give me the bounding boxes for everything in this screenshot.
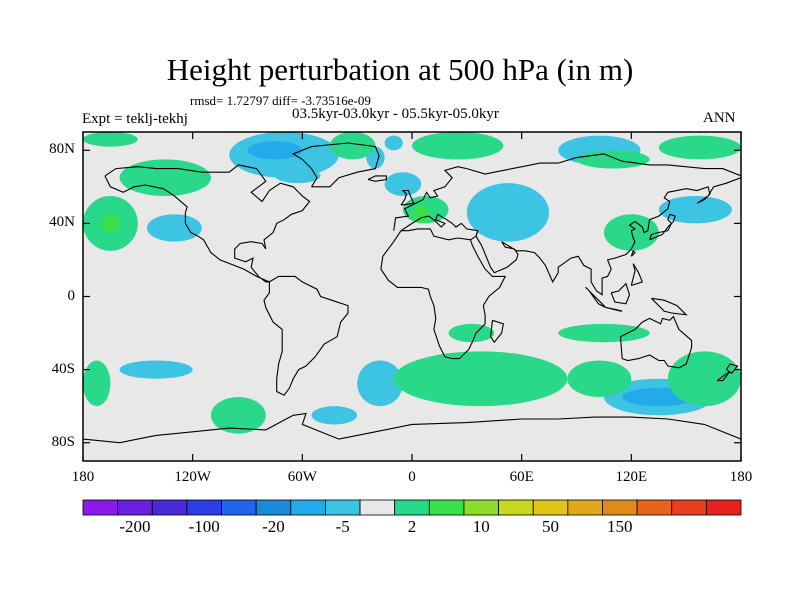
colorbar-swatch xyxy=(186,499,222,516)
colorbar-label: -200 xyxy=(119,517,151,536)
positive-anomaly-region xyxy=(448,323,495,343)
strong-positive-anomaly-region xyxy=(101,214,120,233)
colorbar-label: 50 xyxy=(542,517,560,536)
coastline xyxy=(630,249,636,257)
negative-anomaly-region xyxy=(146,214,202,242)
positive-anomaly-region xyxy=(576,150,650,169)
colorbar xyxy=(82,499,742,516)
coastline xyxy=(605,306,623,312)
x-tick-label: 60E xyxy=(509,469,534,485)
colorbar-label: 10 xyxy=(472,517,490,536)
positive-anomaly-region xyxy=(393,351,568,407)
y-tick-label: 40S xyxy=(51,360,75,377)
colorbar-swatch xyxy=(705,499,742,516)
colorbar-swatch xyxy=(498,499,534,516)
x-tick-label: 180 xyxy=(729,469,753,485)
colorbar-swatch xyxy=(117,499,153,516)
negative-anomaly-region xyxy=(274,168,321,184)
negative-anomaly-region xyxy=(658,195,732,224)
coastline xyxy=(291,142,380,188)
positive-anomaly-region xyxy=(329,132,376,160)
colorbar-swatch xyxy=(221,499,257,516)
x-tick-label: 180 xyxy=(71,469,95,485)
colorbar-swatch xyxy=(290,499,326,516)
y-tick-label: 80S xyxy=(51,433,75,450)
negative-anomaly-region xyxy=(384,135,403,151)
coastline xyxy=(400,189,415,206)
anomaly-regions xyxy=(83,132,741,434)
negative-anomaly-region xyxy=(466,183,550,242)
negative-anomaly-region xyxy=(384,172,422,196)
period-label: 03.5kyr-03.0kyr - 05.5kyr-05.0kyr xyxy=(292,106,499,122)
positive-anomaly-region xyxy=(658,135,741,160)
x-tick-label: 60W xyxy=(287,469,317,485)
colorbar-swatch xyxy=(463,499,499,516)
colorbar-swatch xyxy=(602,499,638,516)
coastline xyxy=(393,153,741,231)
positive-anomaly-region xyxy=(210,397,266,434)
experiment-label: Expt = teklj-tekhj xyxy=(82,111,188,127)
colorbar-swatch xyxy=(567,499,603,516)
coastline xyxy=(630,263,644,287)
positive-anomaly-region xyxy=(119,159,211,196)
colorbar-swatch xyxy=(636,499,673,516)
y-tick-label: 0 xyxy=(67,287,76,304)
colorbar-swatch xyxy=(359,499,396,516)
colorbar-swatch xyxy=(428,499,465,516)
positive-anomaly-region xyxy=(558,323,650,343)
coastline xyxy=(649,213,676,241)
strong-negative-anomaly-region xyxy=(247,141,303,160)
colorbar-swatch xyxy=(151,499,188,516)
y-tick-label: 80N xyxy=(49,141,75,158)
negative-anomaly-region xyxy=(357,360,403,407)
coastline xyxy=(83,412,741,444)
colorbar-swatch xyxy=(255,499,292,516)
positive-anomaly-region xyxy=(83,132,138,147)
coastline xyxy=(610,282,631,305)
colorbar-label: -100 xyxy=(188,517,220,536)
positive-anomaly-region xyxy=(83,360,111,407)
strong-positive-anomaly-region xyxy=(412,205,431,224)
colorbar-label: -20 xyxy=(262,517,285,536)
axis-ticks xyxy=(82,132,742,461)
coastlines xyxy=(83,142,741,444)
season-label: ANN xyxy=(703,110,736,126)
coastline xyxy=(380,230,507,360)
coastline xyxy=(651,297,688,316)
colorbar-label: 150 xyxy=(607,517,633,536)
coastline xyxy=(104,164,311,283)
colorbar-label: 2 xyxy=(407,517,417,536)
negative-anomaly-region xyxy=(119,360,193,379)
colorbar-swatch xyxy=(671,499,707,516)
x-tick-label: 120W xyxy=(174,469,211,485)
x-tick-label: 0 xyxy=(408,469,416,485)
colorbar-swatch xyxy=(82,499,119,516)
positive-anomaly-region xyxy=(567,360,632,398)
negative-anomaly-region xyxy=(311,406,358,425)
coastline xyxy=(400,213,479,241)
coastline xyxy=(475,177,741,296)
x-tick-label: 120E xyxy=(615,469,648,485)
positive-anomaly-region xyxy=(667,351,741,407)
colorbar-swatch xyxy=(325,499,361,516)
map-title: Height perturbation at 500 hPa (in m) xyxy=(166,52,634,87)
coastline xyxy=(619,315,693,369)
coastline xyxy=(367,175,387,182)
coastline xyxy=(490,319,505,344)
colorbar-swatch xyxy=(532,499,569,516)
coastline xyxy=(263,275,349,396)
y-tick-label: 40N xyxy=(49,214,75,231)
colorbar-swatch xyxy=(394,499,430,516)
positive-anomaly-region xyxy=(412,132,504,160)
stats-label: rmsd= 1.72797 diff= -3.73516e-09 xyxy=(190,93,371,108)
coastline xyxy=(716,370,731,382)
colorbar-label: -5 xyxy=(335,517,350,536)
